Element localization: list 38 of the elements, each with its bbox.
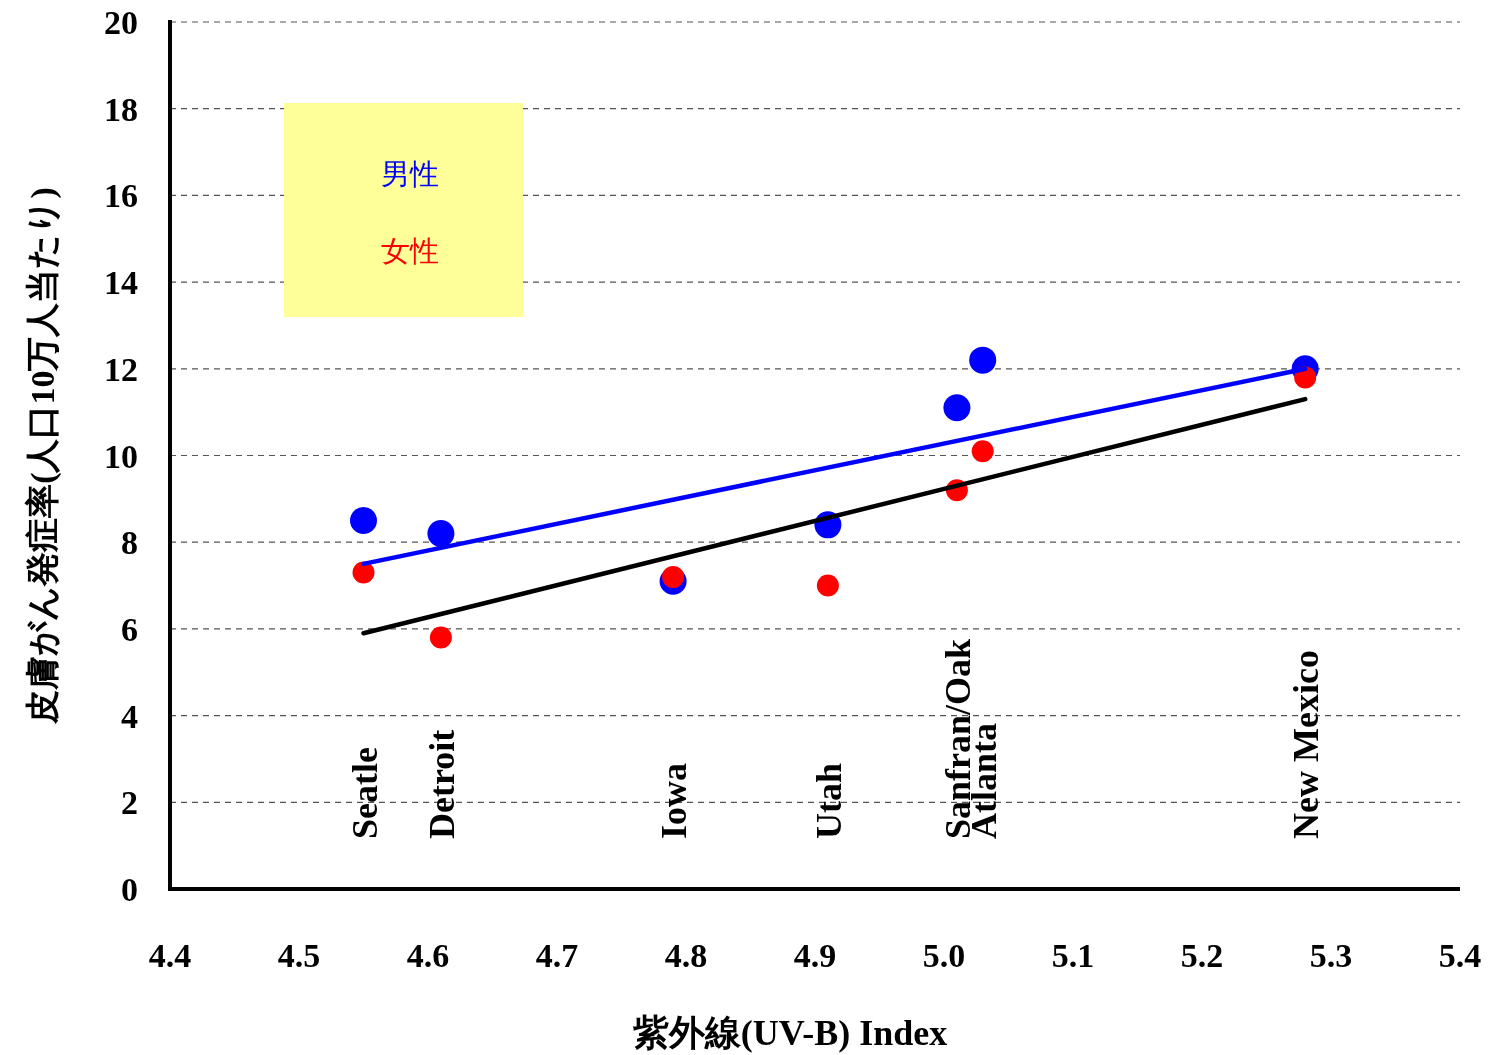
x-tick-label: 5.4 bbox=[1438, 937, 1482, 974]
y-tick-label: 20 bbox=[104, 4, 138, 41]
y-axis-title: 皮膚がん発症率(人口10万人当たり) bbox=[24, 187, 62, 725]
x-tick-label: 4.5 bbox=[277, 937, 321, 974]
x-tick-label: 5.2 bbox=[1180, 937, 1224, 974]
x-tick-label: 4.4 bbox=[148, 937, 192, 974]
x-axis-title: 紫外線(UV-B) Index bbox=[631, 1013, 948, 1053]
point bbox=[969, 346, 997, 374]
y-tick-label: 6 bbox=[121, 610, 138, 648]
annotation: New Mexico bbox=[1286, 650, 1327, 839]
annotation: Detroit bbox=[421, 729, 462, 839]
y-tick-label: 8 bbox=[121, 524, 138, 562]
point bbox=[971, 440, 994, 463]
x-tick-label: 5.0 bbox=[922, 937, 966, 974]
y-tick-label: 12 bbox=[104, 350, 138, 388]
y-tick-label: 16 bbox=[104, 177, 138, 215]
y-tick-label: 18 bbox=[104, 90, 138, 128]
x-tick-label: 4.8 bbox=[664, 937, 708, 974]
point bbox=[429, 626, 452, 649]
y-tick-label: 0 bbox=[121, 871, 138, 908]
annotation: Utah bbox=[808, 762, 849, 839]
point bbox=[427, 520, 455, 548]
point bbox=[816, 574, 839, 597]
point bbox=[350, 507, 377, 535]
annotation: Iowa bbox=[654, 762, 695, 839]
point bbox=[943, 394, 971, 422]
legend: 男性 女性 bbox=[284, 103, 523, 317]
y-tick-label: 10 bbox=[104, 437, 138, 475]
x-tick-label: 4.6 bbox=[406, 937, 450, 974]
x-tick-label: 4.7 bbox=[535, 937, 579, 974]
y-tick-label: 2 bbox=[121, 784, 138, 822]
x-tick-label: 5.3 bbox=[1309, 937, 1353, 974]
point bbox=[352, 561, 375, 584]
x-tick-label: 5.1 bbox=[1051, 937, 1095, 974]
y-tick-label: 4 bbox=[121, 697, 138, 735]
annotation: Seatle bbox=[344, 747, 385, 839]
x-tick-label: 4.9 bbox=[793, 937, 837, 974]
y-tick-label: 14 bbox=[104, 264, 138, 302]
